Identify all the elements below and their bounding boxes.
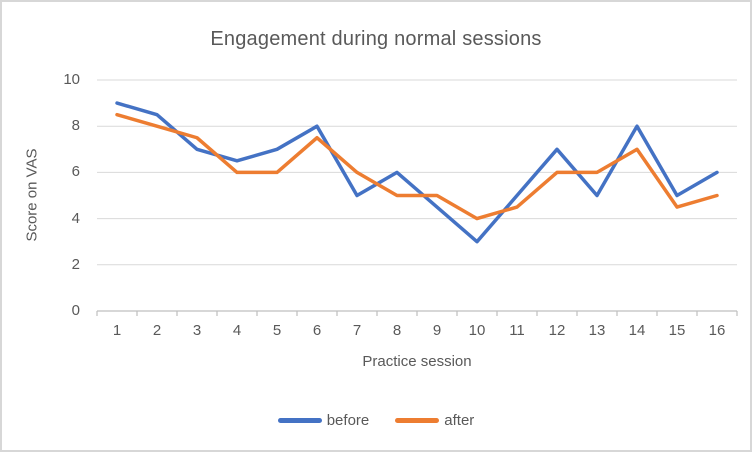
legend-item-before: before [277, 412, 370, 429]
x-tick-label-14: 14 [628, 322, 646, 339]
after-series-marker-icon [395, 418, 440, 423]
y-tick-label-8: 8 [71, 117, 80, 135]
x-tick-label-4: 4 [232, 322, 242, 339]
x-tick-label-12: 12 [548, 322, 566, 339]
y-tick-label-10: 10 [63, 71, 80, 88]
legend-label-before: before [326, 412, 370, 429]
y-tick-label-4: 4 [71, 209, 80, 227]
x-tick-label-15: 15 [668, 322, 686, 339]
y-tick-label-6: 6 [71, 163, 80, 181]
x-tick-label-10: 10 [468, 322, 486, 339]
x-tick-label-5: 5 [272, 322, 282, 339]
x-tick-label-8: 8 [392, 322, 402, 339]
legend-label-after: after [444, 412, 475, 429]
x-tick-label-7: 7 [352, 322, 362, 339]
x-tick-label-2: 2 [152, 322, 162, 339]
x-tick-label-3: 3 [192, 322, 202, 339]
x-tick-label-6: 6 [312, 322, 322, 339]
series-line-after [115, 112, 719, 221]
before-series-marker-icon [277, 418, 322, 423]
legend-item-after: after [395, 412, 474, 429]
y-tick-label-0: 0 [71, 302, 80, 319]
x-axis-title: Practice session [362, 353, 472, 370]
x-tick-label-13: 13 [588, 322, 606, 339]
x-tick-label-16: 16 [708, 322, 726, 339]
y-tick-label-2: 2 [71, 255, 80, 273]
x-tick-label-9: 9 [432, 322, 442, 339]
x-tick-label-1: 1 [112, 322, 122, 339]
legend: before after [2, 412, 750, 429]
chart-title: Engagement during normal sessions [210, 28, 542, 50]
y-axis-title-text: Score on VAS [23, 148, 41, 242]
x-tick-label-11: 11 [509, 322, 525, 339]
